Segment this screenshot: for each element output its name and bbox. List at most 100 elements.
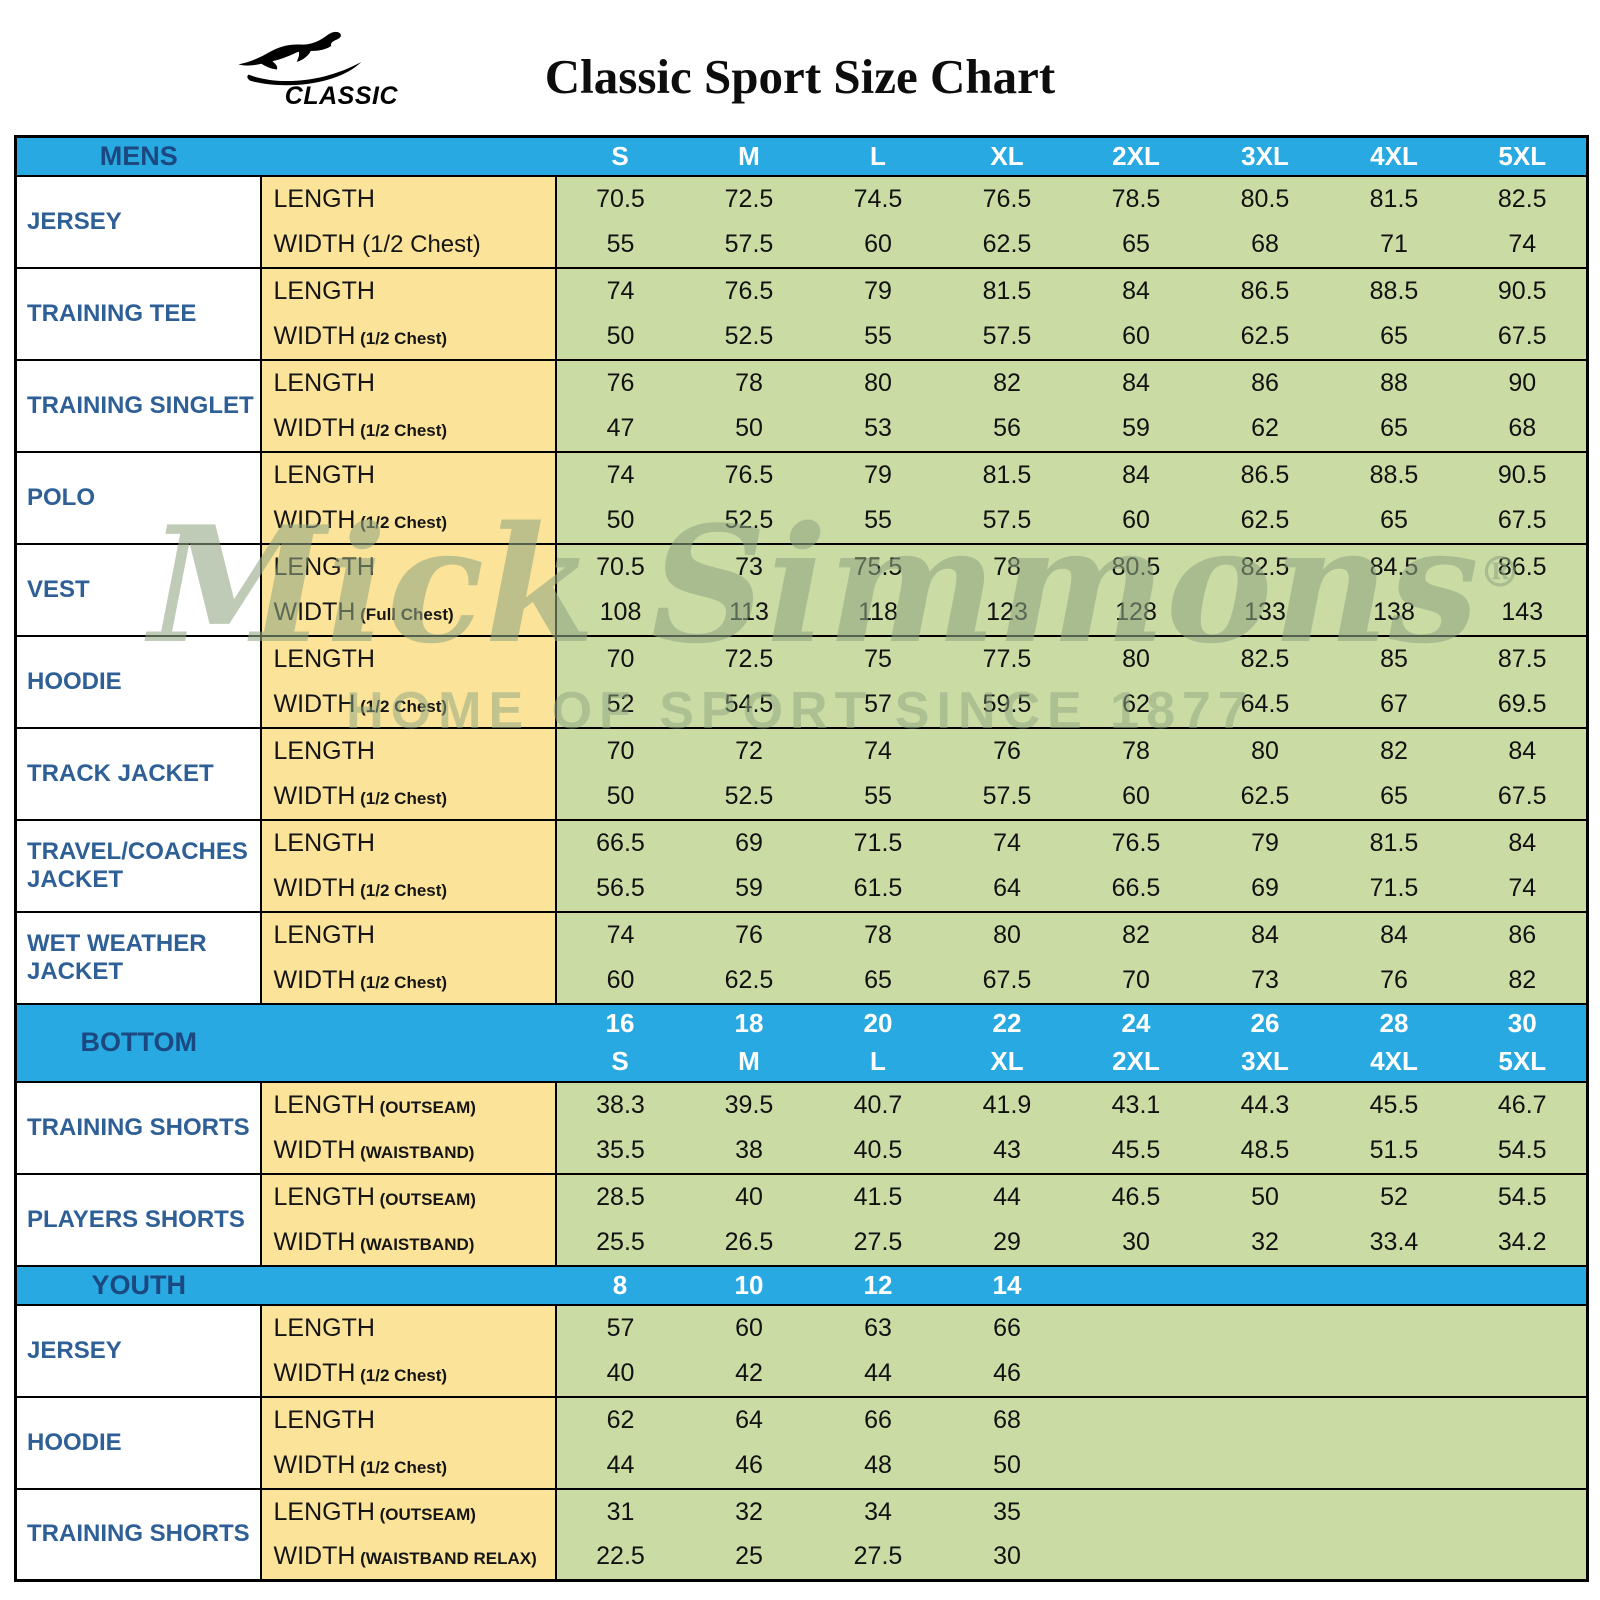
size-value-cell: 52: [1329, 1172, 1459, 1220]
size-value-cell: 90.5: [1458, 450, 1588, 498]
size-value-cell: 67.5: [942, 957, 1072, 1004]
measure-label-text: WIDTH: [273, 229, 356, 258]
measure-sublabel: (1/2 Chest): [355, 880, 448, 900]
size-value-cell: 64: [684, 1395, 814, 1443]
size-value-cell: 44: [555, 1442, 685, 1489]
measure-label: WIDTH (1/2 Chest): [260, 681, 557, 728]
measure-label-text: WIDTH: [273, 321, 356, 350]
size-value-cell: 74: [1458, 221, 1588, 268]
size-value-cell: 65: [813, 957, 943, 1004]
size-value-cell: 55: [813, 773, 943, 820]
size-value-cell: 68: [942, 1395, 1072, 1443]
size-column-header: 22: [942, 1002, 1072, 1043]
product-name-hoodie: HOODIE: [15, 634, 262, 728]
size-value-cell: 70.5: [555, 542, 685, 590]
product-name-jersey: JERSEY: [15, 1303, 262, 1397]
size-value-cell: [1458, 1534, 1588, 1581]
size-value-cell: 82: [1329, 726, 1459, 774]
size-value-cell: 71: [1329, 221, 1459, 268]
size-value-cell: 78: [942, 542, 1072, 590]
size-value-cell: 65: [1329, 313, 1459, 360]
size-value-cell: 56: [942, 405, 1072, 452]
measure-label-text: WIDTH: [273, 1450, 356, 1479]
size-column-header: 18: [684, 1002, 814, 1043]
size-column-header: [1329, 1264, 1459, 1305]
measure-label: WIDTH (1/2 Chest): [260, 313, 557, 360]
section-header-bottom: BOTTOM: [15, 1002, 261, 1082]
product-name-polo: POLO: [15, 450, 262, 544]
size-value-cell: 32: [1200, 1219, 1330, 1266]
size-value-cell: 67.5: [1458, 773, 1588, 820]
size-value-cell: 78: [684, 358, 814, 406]
measure-label-text: WIDTH: [273, 413, 356, 442]
measure-label-text: LENGTH: [273, 1182, 375, 1211]
size-value-cell: 84: [1200, 910, 1330, 958]
size-value-cell: 81.5: [1329, 174, 1459, 222]
size-column-header: XL: [942, 135, 1072, 176]
size-value-cell: 34: [813, 1487, 943, 1535]
size-value-cell: 86: [1200, 358, 1330, 406]
size-value-cell: 86: [1458, 910, 1588, 958]
size-value-cell: [1329, 1487, 1459, 1535]
size-value-cell: 80: [1071, 634, 1201, 682]
size-value-cell: 143: [1458, 589, 1588, 636]
product-name-track-jacket: TRACK JACKET: [15, 726, 262, 820]
size-value-cell: 25.5: [555, 1219, 685, 1266]
size-value-cell: 62.5: [1200, 773, 1330, 820]
measure-label-text: LENGTH: [273, 460, 375, 489]
size-value-cell: 71.5: [1329, 865, 1459, 912]
measure-label: LENGTH: [260, 174, 557, 222]
measure-label: LENGTH: [260, 1303, 557, 1351]
size-value-cell: 45.5: [1071, 1127, 1201, 1174]
size-value-cell: 50: [1200, 1172, 1330, 1220]
size-value-cell: 67: [1329, 681, 1459, 728]
size-value-cell: 133: [1200, 589, 1330, 636]
size-value-cell: 85: [1329, 634, 1459, 682]
measure-sublabel: (1/2 Chest): [355, 696, 448, 716]
size-value-cell: 82.5: [1200, 542, 1330, 590]
size-value-cell: 90.5: [1458, 266, 1588, 314]
size-value-cell: 57.5: [684, 221, 814, 268]
size-value-cell: 44: [942, 1172, 1072, 1220]
size-value-cell: [1329, 1534, 1459, 1581]
size-value-cell: 50: [684, 405, 814, 452]
size-column-header: 30: [1458, 1002, 1588, 1043]
measure-sublabel: (OUTSEAM): [374, 1097, 476, 1117]
measure-label-text: LENGTH: [273, 552, 375, 581]
size-value-cell: 27.5: [813, 1534, 943, 1581]
size-value-cell: 54.5: [1458, 1172, 1588, 1220]
page-header: CLASSIC Classic Sport Size Chart: [0, 0, 1600, 133]
size-value-cell: 60: [684, 1303, 814, 1351]
size-column-header: 2XL: [1071, 135, 1201, 176]
size-value-cell: 52.5: [684, 773, 814, 820]
size-value-cell: 84: [1071, 450, 1201, 498]
size-value-cell: 70: [1071, 957, 1201, 1004]
size-value-cell: 44.3: [1200, 1080, 1330, 1128]
size-value-cell: 82.5: [1458, 174, 1588, 222]
size-value-cell: 80: [813, 358, 943, 406]
size-value-cell: 65: [1329, 405, 1459, 452]
size-value-cell: 50: [555, 313, 685, 360]
measure-label-text: WIDTH: [273, 781, 356, 810]
size-value-cell: 40.7: [813, 1080, 943, 1128]
size-value-cell: 25: [684, 1534, 814, 1581]
measure-label-text: WIDTH: [273, 1227, 356, 1256]
size-value-cell: 80: [942, 910, 1072, 958]
size-value-cell: [1200, 1534, 1330, 1581]
size-value-cell: 60: [1071, 497, 1201, 544]
measure-label: LENGTH: [260, 542, 557, 590]
size-value-cell: 57.5: [942, 773, 1072, 820]
measure-label-text: LENGTH: [273, 1497, 375, 1526]
size-value-cell: 45.5: [1329, 1080, 1459, 1128]
size-value-cell: 60: [555, 957, 685, 1004]
size-column-header: 16: [555, 1002, 685, 1043]
size-value-cell: 64: [942, 865, 1072, 912]
size-value-cell: 55: [555, 221, 685, 268]
size-value-cell: 65: [1071, 221, 1201, 268]
size-value-cell: 40: [555, 1350, 685, 1397]
size-value-cell: 48: [813, 1442, 943, 1489]
size-value-cell: 66.5: [1071, 865, 1201, 912]
size-value-cell: 118: [813, 589, 943, 636]
size-value-cell: [1200, 1442, 1330, 1489]
size-value-cell: 30: [942, 1534, 1072, 1581]
